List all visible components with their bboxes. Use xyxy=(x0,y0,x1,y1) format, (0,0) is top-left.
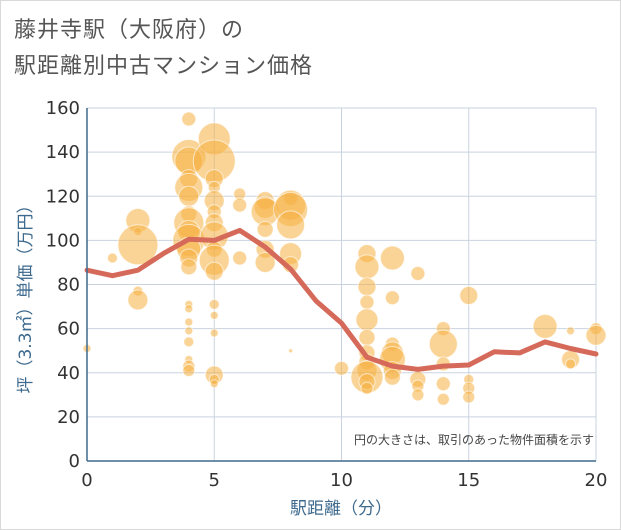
data-bubble xyxy=(428,329,458,359)
data-bubble xyxy=(208,298,220,310)
data-bubble xyxy=(184,317,194,327)
data-bubble xyxy=(462,390,476,404)
y-tick-label: 140 xyxy=(46,142,80,163)
data-bubble xyxy=(117,224,159,266)
data-bubble xyxy=(209,379,219,389)
data-bubble xyxy=(184,326,194,336)
y-tick-label: 0 xyxy=(69,451,80,472)
bubble-size-note: 円の大きさは、取引のあった物件面積を示す xyxy=(354,432,594,447)
data-bubble xyxy=(360,381,374,395)
x-tick-label: 10 xyxy=(330,470,353,491)
data-bubble xyxy=(127,289,149,311)
x-tick-label: 20 xyxy=(585,470,608,491)
data-bubble xyxy=(532,313,558,339)
y-tick-label: 20 xyxy=(57,407,80,428)
data-bubble xyxy=(410,265,426,281)
data-bubble xyxy=(209,310,219,320)
data-bubble xyxy=(232,250,248,266)
data-bubble xyxy=(183,336,195,348)
data-bubble xyxy=(178,185,200,207)
data-bubble xyxy=(411,388,425,402)
data-bubble xyxy=(379,245,405,271)
data-bubble xyxy=(435,376,451,392)
chart-title-line1: 藤井寺駅（大阪府）の xyxy=(14,18,245,43)
x-tick-label: 15 xyxy=(457,470,480,491)
data-bubble xyxy=(209,328,219,338)
y-tick-label: 160 xyxy=(46,98,80,119)
y-tick-label: 60 xyxy=(57,319,80,340)
axes xyxy=(86,108,596,462)
data-bubble xyxy=(232,197,248,213)
data-bubble xyxy=(566,326,576,336)
data-bubble xyxy=(359,294,375,310)
data-bubble xyxy=(358,328,376,346)
x-tick-label: 0 xyxy=(81,470,92,491)
y-axis-title: 坪（3.3㎡）単価（万円） xyxy=(16,196,36,393)
y-tick-label: 40 xyxy=(57,363,80,384)
bubble-layer xyxy=(82,111,607,406)
data-bubble xyxy=(288,348,294,354)
y-tick-label: 120 xyxy=(46,186,80,207)
average-price-line xyxy=(84,227,599,372)
data-bubble xyxy=(383,368,401,386)
y-tick-labels: 0 20 40 60 80 100 120 140 160 xyxy=(46,98,80,472)
x-tick-labels: 0 5 10 15 20 xyxy=(81,470,607,491)
data-bubble xyxy=(204,261,224,281)
data-bubble xyxy=(354,254,380,280)
x-axis-title: 駅距離（分） xyxy=(290,499,392,519)
grid-lines xyxy=(86,107,597,462)
data-bubble xyxy=(181,111,197,127)
y-tick-label: 100 xyxy=(46,230,80,251)
data-bubble xyxy=(357,277,377,297)
data-bubble xyxy=(276,210,306,240)
data-bubble xyxy=(184,304,194,314)
data-bubble xyxy=(256,220,274,238)
chart-title-line2: 駅距離別中古マンション価格 xyxy=(14,54,314,79)
data-bubble xyxy=(180,258,198,276)
data-bubble xyxy=(565,358,577,370)
data-bubble xyxy=(459,286,479,306)
y-tick-label: 80 xyxy=(57,275,80,296)
data-bubble xyxy=(355,308,379,332)
data-bubble xyxy=(254,251,276,273)
data-bubble xyxy=(384,290,400,306)
data-bubble xyxy=(334,360,349,376)
data-bubble xyxy=(436,392,450,406)
data-bubble xyxy=(106,252,118,264)
x-tick-label: 5 xyxy=(209,470,220,491)
data-bubble xyxy=(182,364,196,378)
data-bubble xyxy=(585,324,607,346)
